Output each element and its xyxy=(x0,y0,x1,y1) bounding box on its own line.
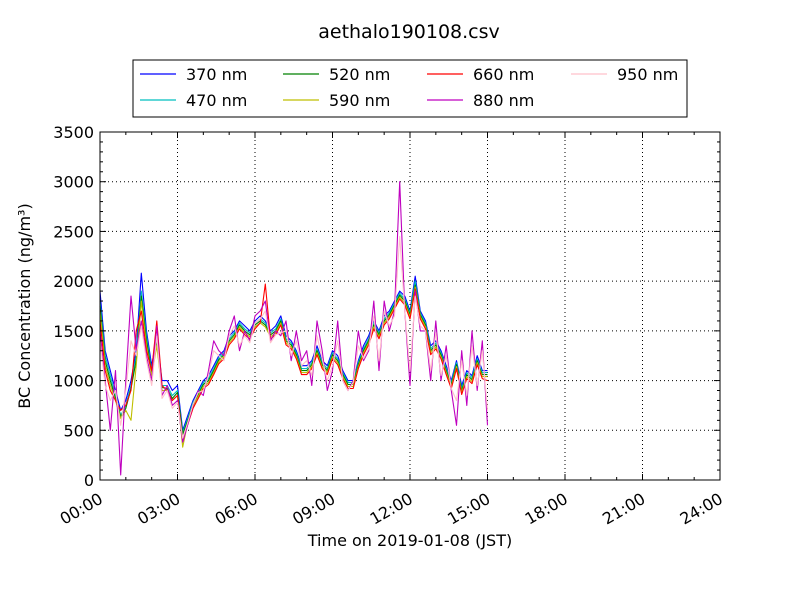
y-axis-label: BC Concentration (ng/m³) xyxy=(15,203,34,408)
legend-label: 660 nm xyxy=(473,65,534,84)
y-tick-label: 1500 xyxy=(53,322,94,341)
legend: 370 nm 470 nm 520 nm 590 nm 660 nm 880 nm 950 … xyxy=(140,65,678,110)
y-tick-label: 500 xyxy=(63,421,94,440)
y-axis-ticks: 0 500 1000 1500 2000 2500 3000 3500 xyxy=(53,123,720,490)
x-tick-label: 03:00 xyxy=(134,489,183,529)
series-lines xyxy=(99,181,489,476)
y-tick-label: 2500 xyxy=(53,222,94,241)
x-tick-label: 21:00 xyxy=(599,489,648,529)
y-tick-label: 2000 xyxy=(53,272,94,291)
series-line-880-nm xyxy=(99,181,489,476)
x-tick-label: 24:00 xyxy=(677,489,726,529)
y-tick-label: 3000 xyxy=(53,173,94,192)
x-axis-label: Time on 2019-01-08 (JST) xyxy=(307,531,512,550)
y-tick-label: 0 xyxy=(84,471,94,490)
series-line-950-nm xyxy=(99,235,489,439)
y-tick-label: 3500 xyxy=(53,123,94,142)
legend-label: 520 nm xyxy=(329,65,390,84)
legend-label: 950 nm xyxy=(617,65,678,84)
legend-label: 470 nm xyxy=(186,91,247,110)
x-tick-label: 15:00 xyxy=(444,489,493,529)
x-tick-label: 12:00 xyxy=(367,489,416,529)
grid xyxy=(100,132,720,480)
x-tick-label: 00:00 xyxy=(57,489,106,529)
legend-box xyxy=(132,59,688,118)
legend-label: 590 nm xyxy=(329,91,390,110)
x-tick-label: 09:00 xyxy=(289,489,338,529)
x-tick-label: 06:00 xyxy=(212,489,261,529)
series-line-660-nm xyxy=(99,283,488,441)
x-tick-label: 18:00 xyxy=(522,489,571,529)
legend-label: 370 nm xyxy=(186,65,247,84)
y-tick-label: 1000 xyxy=(53,372,94,391)
legend-label: 880 nm xyxy=(473,91,534,110)
chart-title: aethalo190108.csv xyxy=(318,21,500,43)
